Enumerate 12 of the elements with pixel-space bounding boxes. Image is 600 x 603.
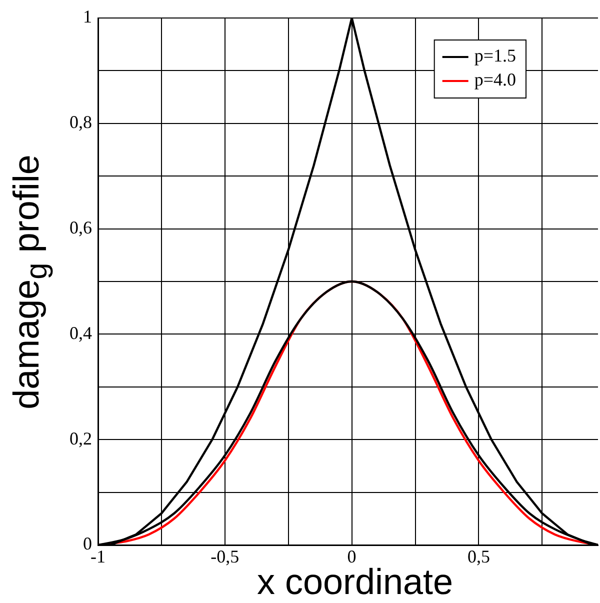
- y-tick-label: 0,4: [70, 322, 92, 343]
- x-tick-label: 0,5: [467, 546, 490, 567]
- y-tick-label: 0: [83, 534, 92, 554]
- legend-label: p=1.5: [474, 46, 516, 66]
- y-tick-label: 1: [83, 6, 92, 27]
- y-tick-label: 0,2: [70, 428, 92, 448]
- x-tick-label: 0: [347, 546, 356, 567]
- x-tick-label: -1: [90, 546, 106, 567]
- y-tick-label: 0,6: [70, 218, 92, 238]
- y-tick-label: 0,8: [70, 112, 92, 132]
- legend-label: p=4.0: [474, 70, 516, 90]
- x-tick-label: -0,5: [210, 546, 240, 567]
